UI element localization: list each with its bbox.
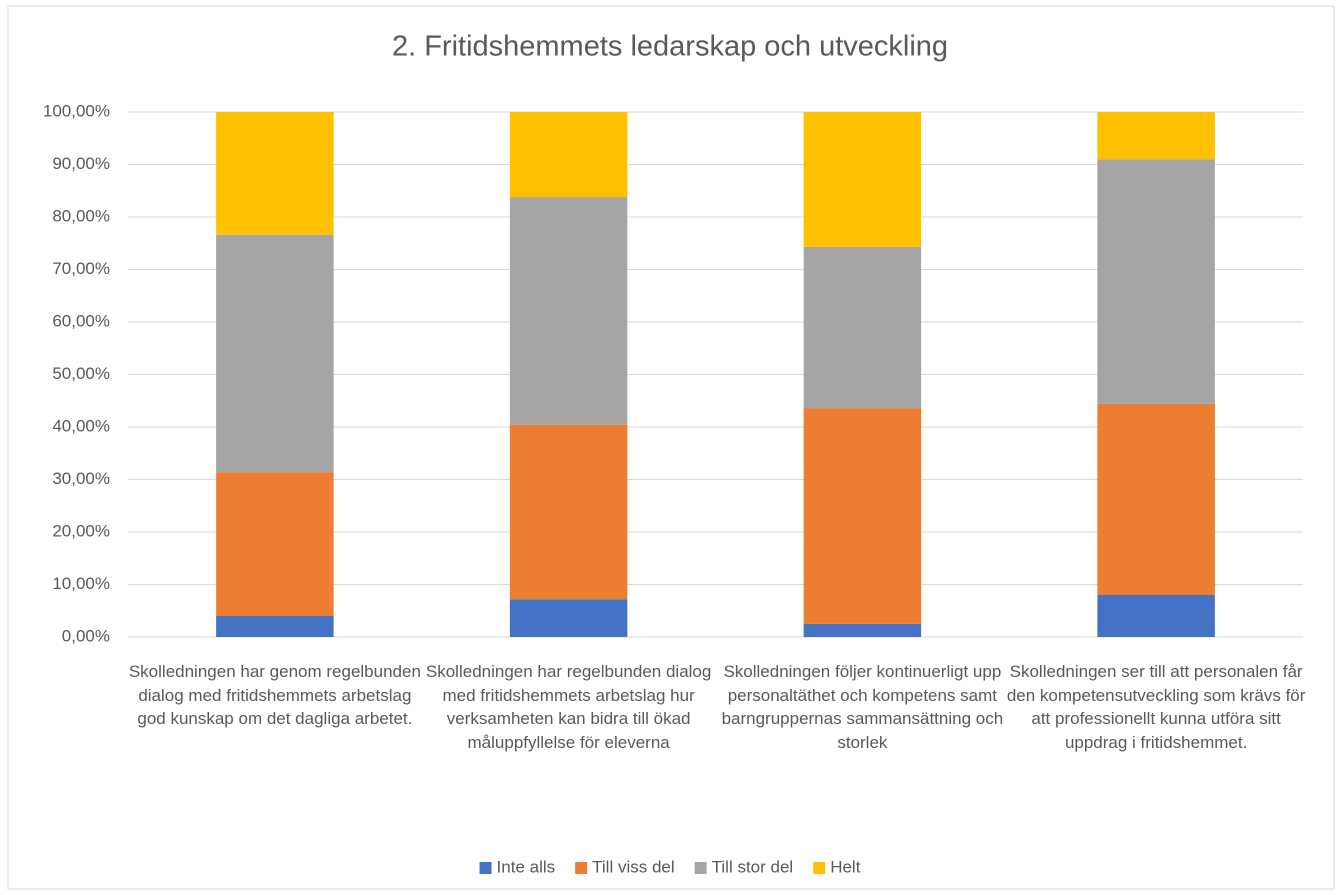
y-tick-label: 10,00% (52, 574, 110, 593)
legend-label: Inte alls (497, 857, 556, 876)
bar-segment (216, 112, 334, 235)
y-tick-label: 30,00% (52, 469, 110, 488)
bar-segment (1097, 112, 1215, 160)
y-tick-label: 60,00% (52, 311, 110, 330)
y-tick-label: 70,00% (52, 259, 110, 278)
bar-segment (803, 246, 922, 409)
bar-segment (803, 623, 922, 637)
bar-segment (216, 234, 334, 473)
y-tick-label: 80,00% (52, 206, 110, 225)
y-tick-label: 0,00% (62, 626, 110, 645)
legend-label: Till viss del (592, 857, 675, 876)
chart-title: 2. Fritidshemmets ledarskap och utveckli… (392, 31, 948, 63)
bar-segment (1097, 595, 1215, 637)
bar-segment (803, 408, 922, 624)
legend-swatch (813, 862, 826, 874)
legend-label: Helt (830, 857, 861, 876)
bar-segment (216, 472, 334, 616)
x-tick-label: Skolledningen följer kontinuerligt upp p… (721, 662, 1004, 752)
legend-swatch (694, 862, 707, 874)
legend-swatch (479, 862, 492, 874)
y-tick-label: 20,00% (52, 521, 110, 540)
legend-swatch (575, 862, 588, 874)
y-tick-label: 40,00% (52, 416, 110, 435)
y-tick-label: 90,00% (52, 154, 110, 173)
bar-segment (1097, 403, 1215, 595)
x-tick-label: Skolledningen har regelbunden dialog med… (425, 662, 712, 752)
y-tick-label: 50,00% (52, 364, 110, 383)
bar-segment (509, 599, 628, 637)
bar-segment (509, 424, 628, 600)
bar-segment (509, 197, 628, 425)
bar-segment (509, 112, 628, 198)
bar-segment (216, 616, 334, 637)
y-tick-label: 100,00% (43, 101, 110, 120)
x-tick-label: Skolledningen ser till att personalen få… (1006, 662, 1306, 752)
bar-segment (1097, 159, 1215, 404)
legend-label: Till stor del (712, 857, 794, 876)
x-tick-label: Skolledningen har genom regelbunden dial… (128, 662, 421, 728)
bar-segment (803, 112, 922, 247)
